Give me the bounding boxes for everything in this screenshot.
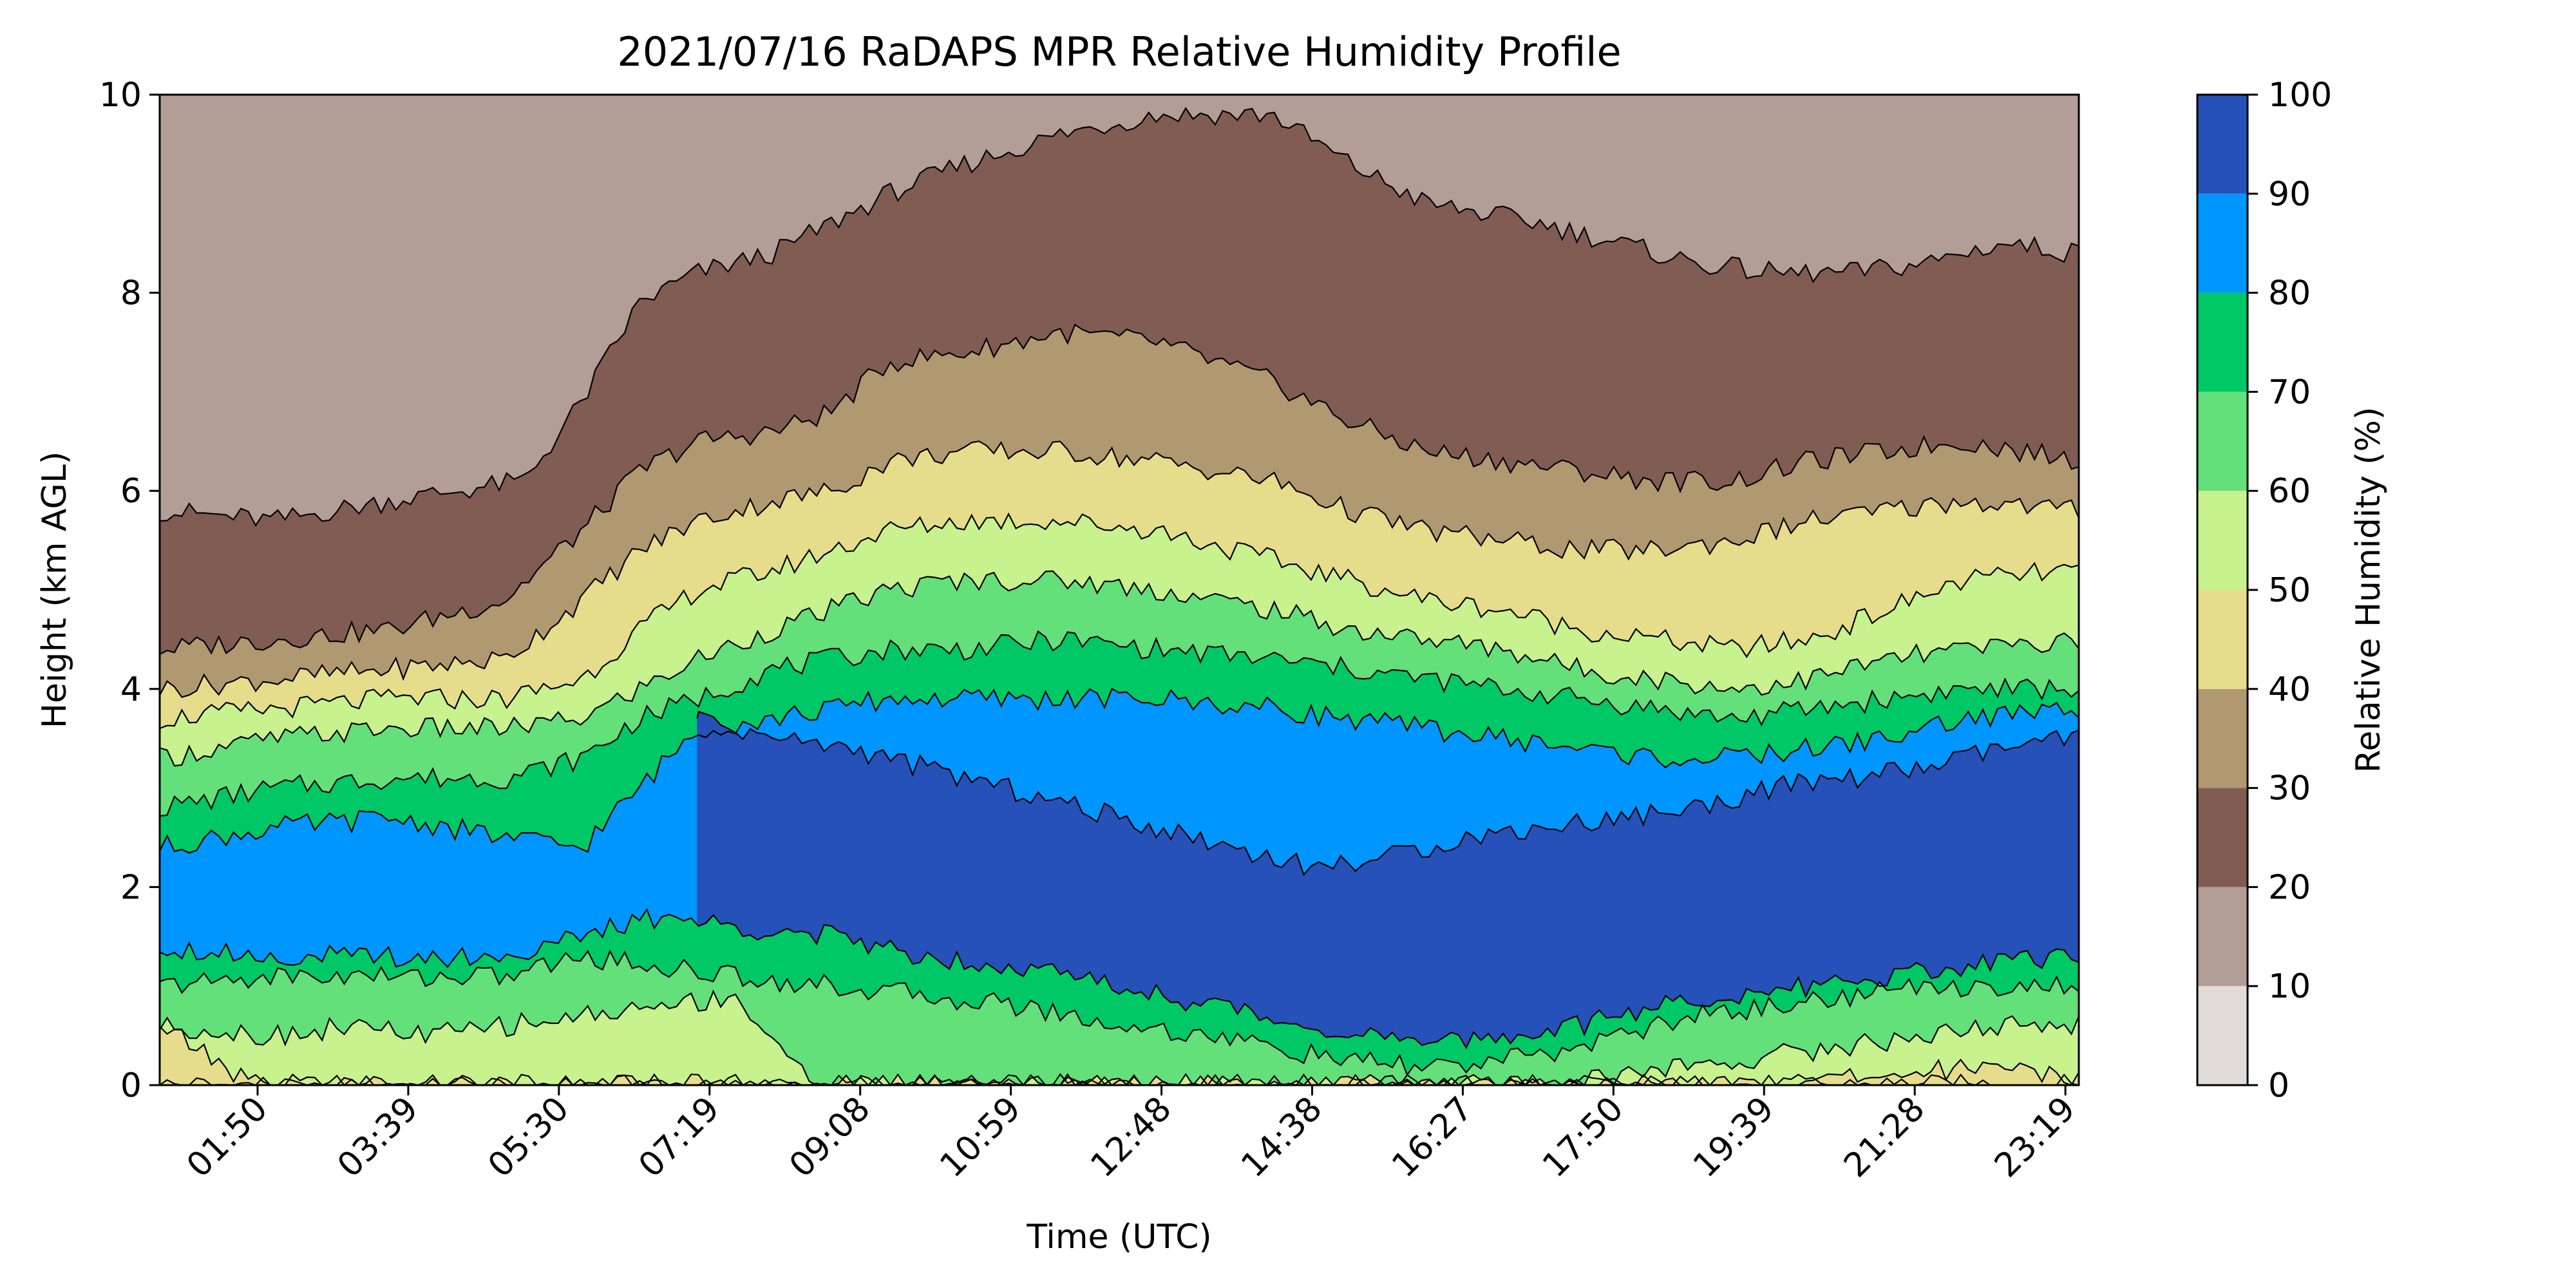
colorbar-tick-label: 40 <box>2268 670 2311 709</box>
colorbar-tick-label: 80 <box>2268 274 2311 313</box>
x-tick-label: 16:27 <box>1385 1090 1480 1185</box>
colorbar-label: Relative Humidity (%) <box>2349 407 2388 773</box>
x-axis: 01:50 03:39 05:30 07:19 09:08 10:59 12:48 14:38… <box>180 1085 2083 1185</box>
colorbar-frame <box>2196 93 2249 1086</box>
contour-line-60 <box>160 989 2079 1085</box>
colorbar-tick-label: 20 <box>2268 868 2311 907</box>
colorbar-segment <box>2197 688 2248 788</box>
y-tick-label: 0 <box>120 1066 142 1105</box>
colorbar-tick-label: 30 <box>2268 770 2311 808</box>
chart-title: 2021/07/16 RaDAPS MPR Relative Humidity … <box>617 28 1621 75</box>
contour-line-90 <box>696 710 2079 876</box>
band-below-60 <box>160 991 2079 1085</box>
plot-area <box>160 95 2079 1085</box>
contour-line-70 <box>160 630 2079 817</box>
x-axis-label: Time (UTC) <box>1026 1218 1211 1256</box>
colorbar-tick-label: 0 <box>2268 1066 2289 1105</box>
contour-line-20 <box>160 106 2079 527</box>
x-tick-label: 23:19 <box>1987 1090 2083 1185</box>
x-tick-label: 05:30 <box>481 1090 576 1185</box>
colorbar-tick-label: 10 <box>2268 967 2311 1006</box>
colorbar-tick-label: 100 <box>2268 76 2332 115</box>
y-tick-label: 6 <box>120 472 142 511</box>
humidity-bands <box>160 95 2079 1085</box>
y-tick-label: 4 <box>120 670 142 709</box>
contour-line-80 <box>160 907 2079 1050</box>
y-axis: 0 2 4 6 8 10 <box>99 76 160 1105</box>
y-axis-label: Height (km AGL) <box>35 451 74 728</box>
colorbar-segment <box>2197 292 2248 392</box>
colorbar-segment <box>2197 491 2248 590</box>
x-tick-label: 03:39 <box>330 1090 426 1185</box>
y-tick-label: 2 <box>120 868 142 907</box>
contour-lines <box>160 106 2079 1085</box>
colorbar-tick-label: 50 <box>2268 571 2311 610</box>
colorbar-segment <box>2197 887 2248 987</box>
colorbar-tick-label: 70 <box>2268 373 2311 412</box>
plot-frame <box>158 93 2080 1086</box>
x-tick-label: 10:59 <box>933 1090 1028 1185</box>
x-tick-label: 14:38 <box>1234 1090 1329 1185</box>
colorbar-segment <box>2197 392 2248 491</box>
x-tick-label: 01:50 <box>180 1090 275 1185</box>
y-tick-label: 10 <box>99 76 142 115</box>
colorbar-segment <box>2197 986 2248 1085</box>
contour-line-50 <box>160 512 2079 730</box>
contour-line-60 <box>160 570 2079 767</box>
colorbar-segment <box>2197 590 2248 689</box>
contour-line-30 <box>160 323 2079 656</box>
contour-line-80 <box>160 687 2079 854</box>
contour-line-50 <box>160 1026 2079 1085</box>
y-tick-label: 8 <box>120 274 142 313</box>
colorbar: 0 10 20 30 40 50 60 70 80 90 100 <box>2197 76 2332 1105</box>
contour-line-70 <box>160 949 2079 1077</box>
colorbar-segment <box>2197 95 2248 194</box>
colorbar-segment <box>2197 193 2248 293</box>
colorbar-tick-label: 60 <box>2268 472 2311 511</box>
colorbar-segment <box>2197 788 2248 887</box>
x-tick-label: 12:48 <box>1083 1090 1179 1185</box>
colorbar-tick-label: 90 <box>2268 175 2311 214</box>
x-tick-label: 07:19 <box>632 1090 727 1185</box>
contour-line-40 <box>160 440 2079 698</box>
x-tick-label: 19:39 <box>1686 1090 1781 1185</box>
x-tick-label: 17:50 <box>1535 1090 1631 1185</box>
x-tick-label: 09:08 <box>782 1090 877 1185</box>
x-tick-label: 21:28 <box>1837 1090 1932 1185</box>
